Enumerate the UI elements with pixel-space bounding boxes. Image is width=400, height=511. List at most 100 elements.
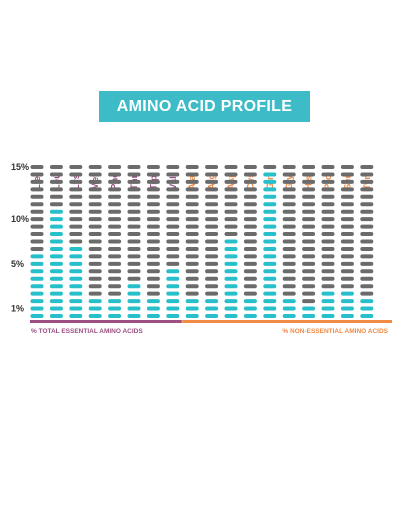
bar-segment xyxy=(243,246,257,251)
bar-segment xyxy=(282,172,296,177)
bar-segment xyxy=(30,254,44,259)
bar-segment xyxy=(69,269,83,274)
bar-segment xyxy=(243,217,257,222)
bar-segment xyxy=(146,246,160,251)
bar-segment xyxy=(185,165,199,169)
bar-segment xyxy=(224,202,238,207)
bar-segment xyxy=(146,306,160,311)
bar-segment xyxy=(263,217,277,222)
bar-segment xyxy=(30,217,44,222)
bar-segment xyxy=(340,217,354,222)
bar-segment xyxy=(49,261,63,266)
bar-segment xyxy=(243,194,257,199)
bar-segment xyxy=(340,291,354,296)
bar-segment xyxy=(30,194,44,199)
bar-segment xyxy=(360,314,374,318)
bar-segment xyxy=(88,261,102,266)
bar-segment xyxy=(49,224,63,229)
bar-segment xyxy=(185,291,199,296)
bar-segment xyxy=(146,232,160,237)
bar-segment xyxy=(69,232,83,237)
bar-segment xyxy=(205,194,219,199)
bar-segment xyxy=(146,284,160,289)
bar-segment xyxy=(69,224,83,229)
bar-segment xyxy=(360,209,374,214)
bar-segment xyxy=(127,187,141,192)
bar-segment xyxy=(243,172,257,177)
bar-segment xyxy=(166,299,180,304)
bar-segment xyxy=(205,239,219,244)
bar-segment xyxy=(224,232,238,237)
bar-segment xyxy=(185,299,199,304)
bar-segment xyxy=(185,187,199,192)
bar-segment xyxy=(166,217,180,222)
bar-segment xyxy=(263,165,277,169)
bar-segment xyxy=(205,254,219,259)
bar-segment xyxy=(69,246,83,251)
bar-segment xyxy=(127,269,141,274)
bar-segment xyxy=(127,261,141,266)
bar-segment xyxy=(69,291,83,296)
bar-segment xyxy=(166,246,180,251)
bar-segment xyxy=(108,232,122,237)
bar-segment xyxy=(49,232,63,237)
bar-segment xyxy=(49,276,63,281)
bar-segment xyxy=(360,269,374,274)
bar-segment xyxy=(30,246,44,251)
bar-segment xyxy=(69,209,83,214)
bar-segment xyxy=(282,202,296,207)
bar-segment xyxy=(243,187,257,192)
bar-segment xyxy=(69,261,83,266)
bar-segment xyxy=(88,276,102,281)
bar-segment xyxy=(360,187,374,192)
bar-segment xyxy=(146,217,160,222)
bar-segment xyxy=(263,291,277,296)
bar-segment xyxy=(146,187,160,192)
bar-segment xyxy=(88,217,102,222)
bar-segment xyxy=(49,202,63,207)
bar-segment xyxy=(108,179,122,184)
bar-segment xyxy=(302,306,316,311)
bar-segment xyxy=(127,179,141,184)
bar-segment xyxy=(108,217,122,222)
bar-segment xyxy=(360,239,374,244)
bar-segment xyxy=(127,217,141,222)
bar-segment xyxy=(340,254,354,259)
bar-segment xyxy=(69,254,83,259)
bar-segment xyxy=(166,224,180,229)
bar-segment xyxy=(108,239,122,244)
bar-segment xyxy=(360,202,374,207)
bar-segment xyxy=(302,165,316,169)
bar-segment xyxy=(340,187,354,192)
bar-segment xyxy=(224,217,238,222)
bar-segment xyxy=(263,202,277,207)
bar-segment xyxy=(321,299,335,304)
bar-segment xyxy=(108,254,122,259)
bar-segment xyxy=(360,306,374,311)
bar-segment xyxy=(30,269,44,274)
bar-segment xyxy=(69,179,83,184)
bar-segment xyxy=(88,232,102,237)
bar-segment xyxy=(166,179,180,184)
bar-segment xyxy=(108,269,122,274)
y-tick-label: 5% xyxy=(11,259,24,269)
bar-segment xyxy=(282,314,296,318)
bar-segment xyxy=(205,224,219,229)
bar-segment xyxy=(243,165,257,169)
bar-segment xyxy=(49,179,63,184)
bar-segment xyxy=(302,276,316,281)
bar-segment xyxy=(69,217,83,222)
bar-segment xyxy=(360,179,374,184)
bar-segment xyxy=(321,194,335,199)
bar-segment xyxy=(166,172,180,177)
bar-segment xyxy=(282,261,296,266)
bar-segment xyxy=(224,224,238,229)
bar-segment xyxy=(224,179,238,184)
bar-segment xyxy=(282,299,296,304)
bar-segment xyxy=(224,261,238,266)
bar-segment xyxy=(243,276,257,281)
bar-segment xyxy=(108,187,122,192)
bar-segment xyxy=(185,269,199,274)
bar-segment xyxy=(263,261,277,266)
bar-segment xyxy=(243,254,257,259)
